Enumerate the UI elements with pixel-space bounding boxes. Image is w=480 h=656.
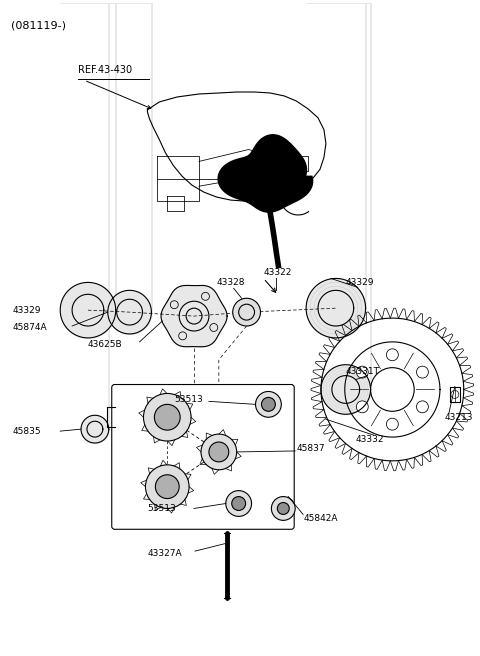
Circle shape xyxy=(277,502,289,514)
Text: 43328: 43328 xyxy=(217,278,245,287)
Circle shape xyxy=(156,475,179,499)
Text: 43322: 43322 xyxy=(264,268,292,277)
Text: 43329: 43329 xyxy=(346,278,374,287)
FancyBboxPatch shape xyxy=(112,384,294,529)
Circle shape xyxy=(155,404,180,430)
Text: 43625B: 43625B xyxy=(88,340,122,350)
Circle shape xyxy=(233,298,261,326)
Text: 45835: 45835 xyxy=(12,426,41,436)
Circle shape xyxy=(356,366,368,378)
Polygon shape xyxy=(161,285,227,347)
Text: (081119-): (081119-) xyxy=(11,20,66,31)
Text: 45874A: 45874A xyxy=(12,323,47,333)
Circle shape xyxy=(209,442,229,462)
Text: 43331T: 43331T xyxy=(346,367,380,376)
Text: REF.43-430: REF.43-430 xyxy=(78,65,132,75)
Text: 53513: 53513 xyxy=(147,504,176,513)
Circle shape xyxy=(144,394,191,441)
Text: 43329: 43329 xyxy=(12,306,41,315)
Circle shape xyxy=(201,434,237,470)
Circle shape xyxy=(417,366,428,378)
Circle shape xyxy=(417,401,428,413)
Circle shape xyxy=(255,392,281,417)
Circle shape xyxy=(271,497,295,520)
Text: 45837: 45837 xyxy=(296,445,325,453)
Text: 53513: 53513 xyxy=(174,395,203,404)
Text: 45842A: 45842A xyxy=(303,514,337,523)
Circle shape xyxy=(386,349,398,361)
Circle shape xyxy=(232,497,246,510)
Circle shape xyxy=(226,491,252,516)
Text: 43332: 43332 xyxy=(356,434,384,443)
Circle shape xyxy=(356,401,368,413)
Text: 43213: 43213 xyxy=(445,413,473,422)
Circle shape xyxy=(145,465,189,508)
Text: 43327A: 43327A xyxy=(147,548,182,558)
Circle shape xyxy=(386,419,398,430)
Circle shape xyxy=(262,398,276,411)
Polygon shape xyxy=(218,134,312,212)
